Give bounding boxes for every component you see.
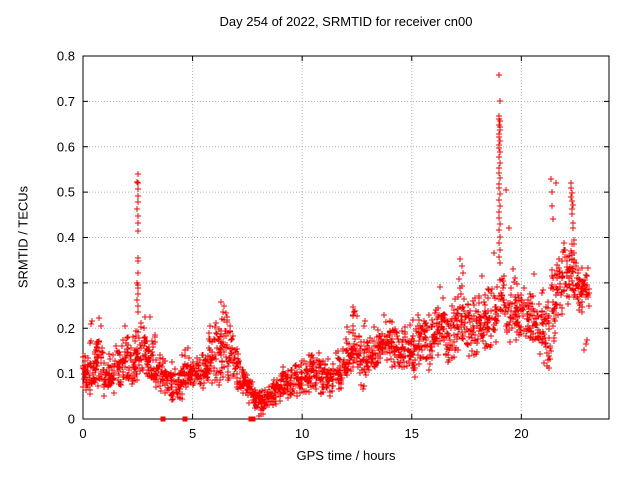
y-tick-label: 0.1 — [57, 366, 75, 381]
y-tick-label: 0 — [68, 412, 75, 427]
plot-border — [82, 55, 610, 420]
x-tick-label: 5 — [189, 426, 196, 441]
x-tick-label: 0 — [79, 426, 86, 441]
chart-title: Day 254 of 2022, SRMTID for receiver cn0… — [219, 14, 473, 29]
y-tick-label: 0.7 — [57, 94, 75, 109]
x-tick-label: 20 — [514, 426, 528, 441]
scatter-points — [80, 72, 592, 419]
x-tick-label: 15 — [405, 426, 419, 441]
y-tick-label: 0.2 — [57, 321, 75, 336]
y-tick-label: 0.3 — [57, 275, 75, 290]
y-tick-label: 0.6 — [57, 139, 75, 154]
gridlines — [83, 56, 609, 419]
y-tick-label: 0.5 — [57, 185, 75, 200]
flagged-zero-points — [160, 416, 256, 422]
x-tick-label: 10 — [295, 426, 309, 441]
x-axis-label: GPS time / hours — [296, 448, 396, 463]
y-tick-label: 0.4 — [57, 230, 75, 245]
y-tick-label: 0.8 — [57, 49, 75, 64]
